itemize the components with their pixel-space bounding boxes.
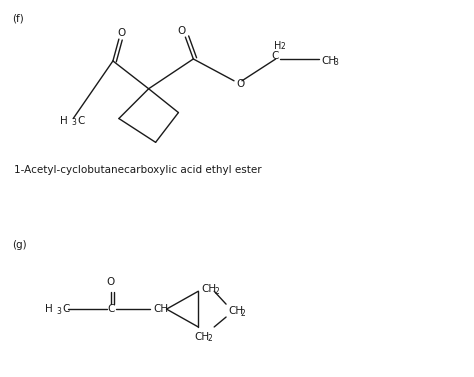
Text: 2: 2 (281, 41, 285, 51)
Text: 2: 2 (207, 334, 212, 343)
Text: C: C (62, 304, 70, 314)
Text: (g): (g) (12, 240, 26, 250)
Text: 1-Acetyl-cyclobutanecarboxylic acid ethyl ester: 1-Acetyl-cyclobutanecarboxylic acid ethy… (14, 165, 261, 175)
Text: C: C (271, 51, 278, 61)
Text: H: H (273, 41, 281, 51)
Text: CH: CH (321, 56, 337, 66)
Text: C: C (77, 115, 84, 126)
Text: 3: 3 (56, 307, 61, 316)
Text: CH: CH (228, 306, 243, 316)
Text: CH: CH (154, 304, 169, 314)
Text: (f): (f) (12, 13, 23, 23)
Text: C: C (107, 304, 115, 314)
Text: H: H (45, 304, 52, 314)
Text: O: O (177, 26, 185, 36)
Text: O: O (236, 79, 244, 89)
Text: O: O (107, 277, 115, 287)
Text: O: O (118, 28, 126, 38)
Text: 2: 2 (241, 309, 246, 317)
Text: CH: CH (194, 332, 210, 342)
Text: 3: 3 (333, 58, 338, 67)
Text: CH: CH (201, 284, 217, 294)
Text: H: H (60, 115, 67, 126)
Text: 3: 3 (71, 118, 76, 127)
Text: 2: 2 (214, 287, 219, 296)
